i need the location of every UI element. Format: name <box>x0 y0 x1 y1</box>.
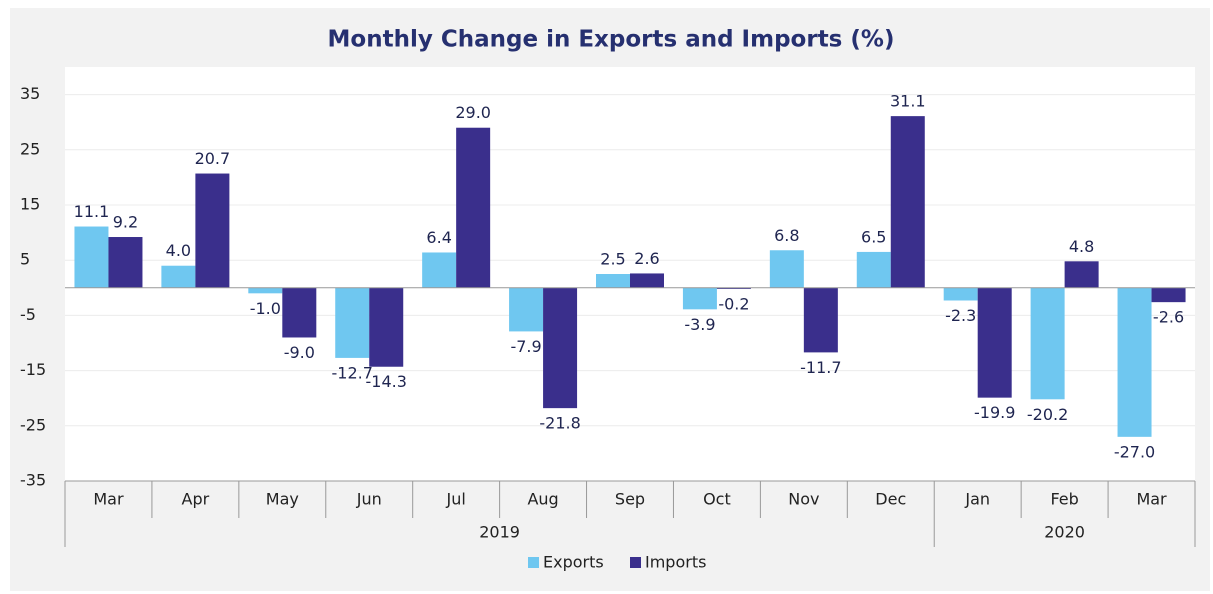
bar <box>1117 287 1152 437</box>
y-tick-label: -5 <box>20 305 36 324</box>
data-label: 4.0 <box>166 241 191 260</box>
data-label: -3.9 <box>684 315 715 334</box>
x-tick-label: Aug <box>527 490 558 509</box>
data-label: 9.2 <box>113 213 138 232</box>
data-label: -0.2 <box>718 294 749 313</box>
bar <box>456 127 491 288</box>
group-label: 2020 <box>1044 523 1085 542</box>
chart-title: Monthly Change in Exports and Imports (%… <box>328 27 895 53</box>
data-label: -7.9 <box>510 337 541 356</box>
y-tick-label: 35 <box>20 84 40 103</box>
y-tick-label: -25 <box>20 415 46 434</box>
bar <box>856 251 891 288</box>
bar <box>422 252 457 288</box>
bar <box>596 274 630 288</box>
bar <box>282 287 317 338</box>
x-tick-label: Dec <box>875 490 906 509</box>
data-label: 4.8 <box>1069 237 1094 256</box>
data-label: -27.0 <box>1114 442 1155 461</box>
data-label: -9.0 <box>284 343 315 362</box>
data-label: 20.7 <box>195 149 231 168</box>
bar <box>108 237 143 288</box>
x-tick-label: Nov <box>788 490 819 509</box>
bar <box>1151 287 1186 303</box>
bar <box>369 287 404 367</box>
data-label: 6.5 <box>861 227 886 246</box>
data-label: -20.2 <box>1027 405 1068 424</box>
data-label: -14.3 <box>366 372 407 391</box>
data-label: 11.1 <box>74 202 110 221</box>
bar <box>509 287 544 332</box>
bar <box>1064 261 1099 288</box>
legend-swatch <box>630 557 641 568</box>
bar <box>630 273 664 288</box>
data-label: 2.5 <box>600 250 625 269</box>
data-label: -21.8 <box>539 414 580 433</box>
bar <box>195 173 230 288</box>
x-tick-label: Jan <box>964 490 990 509</box>
y-tick-label: -35 <box>20 471 46 490</box>
bar <box>890 116 925 288</box>
data-label: -2.6 <box>1153 308 1184 327</box>
data-label: -2.3 <box>945 306 976 325</box>
bar <box>682 287 717 310</box>
bar <box>335 287 370 358</box>
x-tick-label: Jun <box>356 490 382 509</box>
x-tick-label: Jul <box>445 490 465 509</box>
x-tick-label: Mar <box>1136 490 1167 509</box>
data-label: -12.7 <box>332 363 373 382</box>
bar <box>803 287 838 353</box>
y-tick-label: 5 <box>20 250 30 269</box>
x-tick-label: May <box>266 490 299 509</box>
legend-swatch <box>528 557 539 568</box>
data-label: 29.0 <box>455 103 491 122</box>
bar <box>74 226 109 288</box>
bar <box>716 287 751 289</box>
bar <box>977 287 1012 398</box>
bar <box>248 287 283 294</box>
group-label: 2019 <box>479 523 520 542</box>
legend-label: Exports <box>543 553 604 572</box>
y-tick-label: -15 <box>20 360 46 379</box>
data-label: 6.4 <box>426 228 451 247</box>
bar <box>161 265 196 288</box>
bar <box>543 287 578 409</box>
y-tick-label: 15 <box>20 195 40 214</box>
data-label: 6.8 <box>774 226 799 245</box>
legend-label: Imports <box>645 553 706 572</box>
data-label: 31.1 <box>890 92 926 111</box>
data-label: -11.7 <box>800 358 841 377</box>
data-label: -19.9 <box>974 403 1015 422</box>
bar <box>1030 287 1065 400</box>
y-tick-label: 25 <box>20 139 40 158</box>
bar <box>769 250 804 288</box>
x-tick-label: Apr <box>182 490 210 509</box>
x-tick-label: Oct <box>703 490 731 509</box>
x-tick-label: Mar <box>93 490 124 509</box>
x-tick-label: Sep <box>615 490 645 509</box>
bar <box>943 287 978 301</box>
data-label: -1.0 <box>250 299 281 318</box>
data-label: 2.6 <box>634 249 659 268</box>
x-tick-label: Feb <box>1050 490 1078 509</box>
